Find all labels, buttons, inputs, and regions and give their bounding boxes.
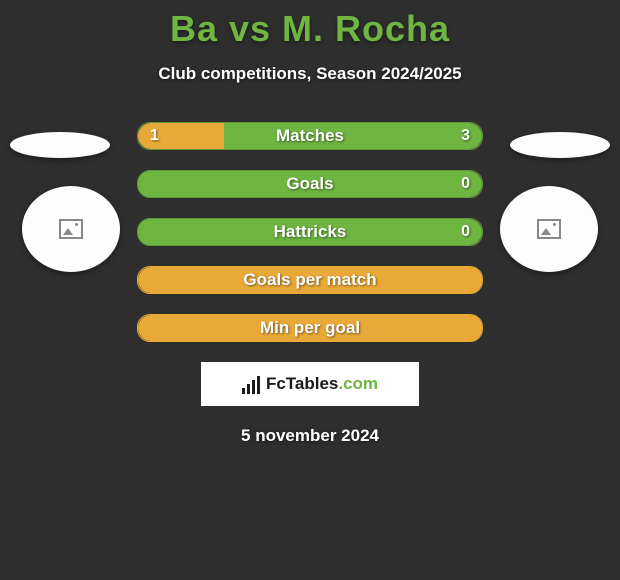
logo-text: FcTables.com <box>266 374 378 394</box>
stat-label: Matches <box>138 123 482 149</box>
stat-label: Goals per match <box>138 267 482 293</box>
stat-row: Goals0 <box>137 170 483 198</box>
player-left-name-plate <box>10 132 110 158</box>
stat-label: Goals <box>138 171 482 197</box>
image-placeholder-icon <box>537 219 561 239</box>
subtitle: Club competitions, Season 2024/2025 <box>0 64 620 84</box>
image-placeholder-icon <box>59 219 83 239</box>
player-right-avatar <box>500 186 598 272</box>
stat-value-left: 1 <box>150 123 159 149</box>
player-right-name-plate <box>510 132 610 158</box>
logo-text-black: FcTables <box>266 374 338 393</box>
logo-text-green: .com <box>338 374 378 393</box>
date-text: 5 november 2024 <box>0 426 620 446</box>
stat-label: Min per goal <box>138 315 482 341</box>
stat-row: Goals per match <box>137 266 483 294</box>
fctables-logo: FcTables.com <box>201 362 419 406</box>
stat-value-right: 3 <box>461 123 470 149</box>
stat-row: Matches1 3 <box>137 122 483 150</box>
page-title: Ba vs M. Rocha <box>0 8 620 50</box>
stat-row: Min per goal <box>137 314 483 342</box>
stat-label: Hattricks <box>138 219 482 245</box>
stat-value-right: 0 <box>461 219 470 245</box>
stat-row: Hattricks0 <box>137 218 483 246</box>
stat-value-right: 0 <box>461 171 470 197</box>
bar-chart-icon <box>242 374 260 394</box>
player-left-avatar <box>22 186 120 272</box>
